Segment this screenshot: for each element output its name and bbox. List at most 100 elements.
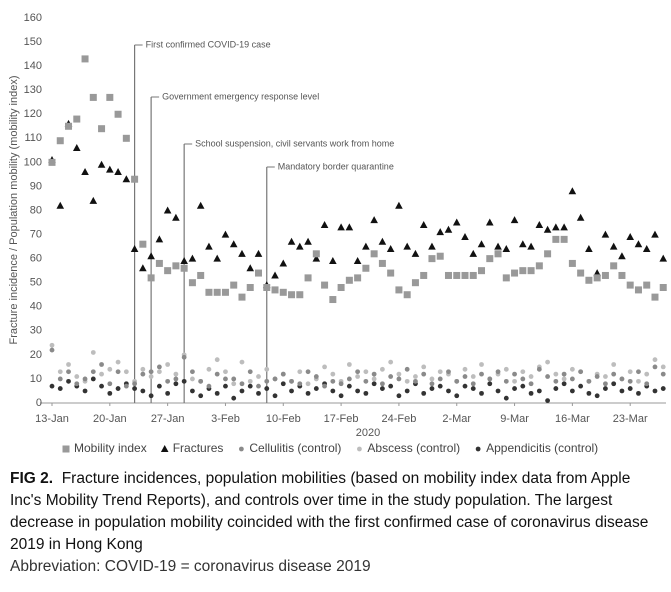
point	[479, 362, 484, 367]
point	[403, 291, 411, 299]
point	[329, 296, 337, 304]
point	[97, 160, 106, 168]
x-tick-label: 2-Mar	[442, 413, 471, 425]
point	[362, 264, 370, 272]
point	[470, 374, 476, 379]
point	[181, 378, 187, 384]
point	[371, 371, 377, 377]
point	[156, 383, 162, 389]
point	[190, 376, 195, 382]
point	[246, 284, 254, 291]
point	[428, 255, 436, 263]
point	[106, 93, 114, 101]
point	[495, 388, 501, 394]
point	[312, 250, 320, 258]
point	[536, 366, 542, 372]
point	[454, 393, 460, 399]
point	[355, 388, 361, 394]
point	[470, 381, 476, 387]
legend-label: Abscess (control)	[367, 441, 460, 455]
point	[404, 366, 410, 372]
point	[132, 386, 138, 391]
point	[494, 242, 502, 250]
point	[139, 240, 147, 248]
point	[190, 388, 195, 394]
point	[511, 269, 519, 277]
point	[437, 376, 443, 382]
point	[330, 371, 336, 377]
point	[239, 388, 245, 394]
caption-block: FIG 2. Fracture incidences, population m…	[10, 468, 650, 578]
point	[644, 371, 650, 377]
point	[247, 369, 253, 375]
x-tick-label: 3-Feb	[211, 413, 240, 425]
point	[65, 122, 73, 130]
point	[413, 378, 418, 384]
point	[594, 374, 600, 379]
y-tick-label: 70	[30, 228, 42, 240]
point	[503, 395, 509, 401]
point	[289, 388, 294, 394]
point	[527, 267, 535, 275]
point	[404, 378, 410, 384]
point	[611, 362, 617, 367]
point	[73, 115, 81, 123]
point	[229, 240, 238, 248]
point	[619, 376, 625, 382]
y-tick-label: 100	[24, 156, 42, 168]
y-tick-label: 90	[30, 180, 42, 192]
point	[568, 187, 577, 195]
point	[470, 386, 476, 391]
point	[231, 381, 237, 387]
point	[304, 237, 312, 245]
point	[155, 235, 164, 243]
point	[197, 271, 205, 279]
point	[469, 271, 477, 279]
point	[627, 369, 633, 375]
point	[238, 249, 246, 257]
point	[469, 249, 478, 257]
point	[380, 381, 385, 387]
y-tick-label: 110	[24, 132, 42, 144]
point	[644, 381, 650, 387]
point	[403, 242, 411, 250]
point	[330, 378, 336, 384]
point	[213, 288, 221, 296]
point	[57, 376, 63, 382]
point	[264, 378, 270, 384]
point	[395, 201, 403, 209]
point	[213, 254, 221, 262]
point	[99, 383, 104, 389]
point	[576, 213, 585, 221]
point	[132, 381, 138, 387]
y-tick-label: 50	[30, 277, 42, 289]
point	[81, 55, 89, 63]
point	[609, 242, 618, 250]
point	[214, 390, 220, 396]
point	[428, 242, 436, 250]
legend-marker	[238, 446, 244, 452]
point	[147, 274, 155, 282]
point	[322, 364, 327, 370]
point	[503, 378, 509, 384]
y-tick-label: 120	[24, 108, 42, 120]
point	[626, 281, 634, 289]
y-tick-label: 150	[24, 36, 42, 48]
point	[462, 383, 468, 389]
point	[173, 381, 179, 387]
point	[561, 381, 567, 387]
point	[512, 378, 517, 384]
point	[247, 378, 253, 384]
x-tick-label: 13-Jan	[35, 413, 69, 425]
point	[388, 374, 394, 379]
point	[586, 378, 592, 384]
point	[528, 390, 534, 396]
point	[66, 362, 71, 367]
point	[305, 369, 311, 375]
point	[593, 274, 601, 282]
point	[485, 218, 494, 226]
point	[601, 230, 610, 238]
point	[486, 255, 494, 263]
annotation-label: School suspension, civil servants work f…	[195, 138, 394, 148]
point	[279, 259, 288, 267]
